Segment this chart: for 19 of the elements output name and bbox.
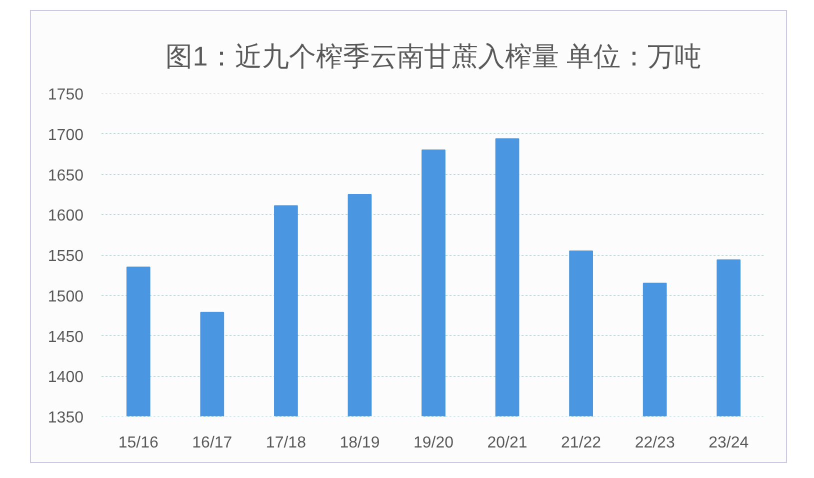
x-tick-label: 23/24 <box>708 434 749 452</box>
y-tick-label: 1350 <box>48 410 84 426</box>
x-tick-label: 17/18 <box>266 434 306 452</box>
x-tick-label: 15/16 <box>118 434 159 452</box>
x-tick-label: 21/22 <box>561 434 602 452</box>
y-tick-label: 1650 <box>48 167 84 184</box>
chart-title: 图1：近九个榨季云南甘蔗入榨量 单位：万吨 <box>166 42 702 72</box>
x-tick-label: 22/23 <box>634 434 675 452</box>
x-tick-label: 20/21 <box>487 434 528 452</box>
y-tick-label: 1600 <box>48 208 84 225</box>
x-tick-label: 19/20 <box>413 434 454 452</box>
x-tick-label: 18/19 <box>340 434 380 452</box>
y-tick-label: 1450 <box>48 328 84 346</box>
x-tick-label: 16/17 <box>192 434 232 452</box>
y-tick-label: 1500 <box>48 288 84 306</box>
y-tick-label: 1700 <box>48 126 84 144</box>
y-tick-label: 1550 <box>48 248 84 265</box>
y-tick-label: 1750 <box>48 86 84 104</box>
y-tick-label: 1400 <box>48 369 84 386</box>
